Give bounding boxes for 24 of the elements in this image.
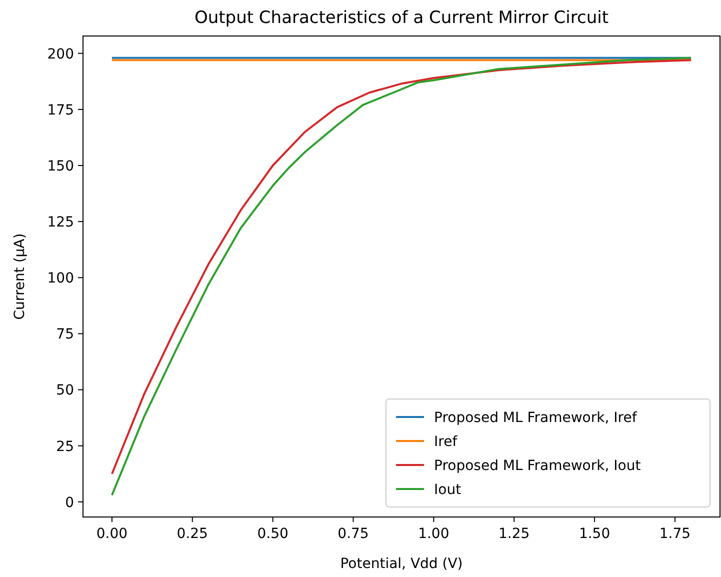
- y-tick-label: 125: [47, 214, 74, 231]
- x-tick-label: 1.50: [578, 526, 610, 542]
- x-tick-label: 1.75: [659, 526, 691, 542]
- chart-title: Output Characteristics of a Current Mirror Circuit: [194, 8, 609, 28]
- x-tick-label: 1.25: [498, 526, 530, 542]
- y-tick-label: 25: [56, 438, 74, 455]
- x-tick-label: 0.75: [338, 526, 369, 542]
- y-tick-label: 175: [47, 102, 74, 118]
- legend-label: Iout: [434, 482, 462, 498]
- x-tick-label: 0.00: [96, 526, 128, 542]
- x-tick-label: 0.25: [176, 526, 208, 542]
- y-tick-label: 200: [47, 46, 74, 62]
- legend-label: Iref: [434, 434, 458, 450]
- y-axis-title: Current (µA): [12, 233, 28, 320]
- y-tick-label: 75: [56, 326, 74, 343]
- y-tick-label: 0: [65, 494, 74, 511]
- x-axis-title: Potential, Vdd (V): [340, 556, 463, 572]
- y-tick-label: 100: [47, 270, 74, 287]
- legend-label: Proposed ML Framework, Iref: [434, 410, 638, 426]
- x-tick-label: 0.50: [257, 526, 288, 542]
- y-tick-label: 150: [47, 158, 74, 174]
- legend-label: Proposed ML Framework, Iout: [434, 458, 642, 474]
- y-tick-label: 50: [56, 382, 74, 399]
- x-tick-label: 1.00: [418, 526, 450, 542]
